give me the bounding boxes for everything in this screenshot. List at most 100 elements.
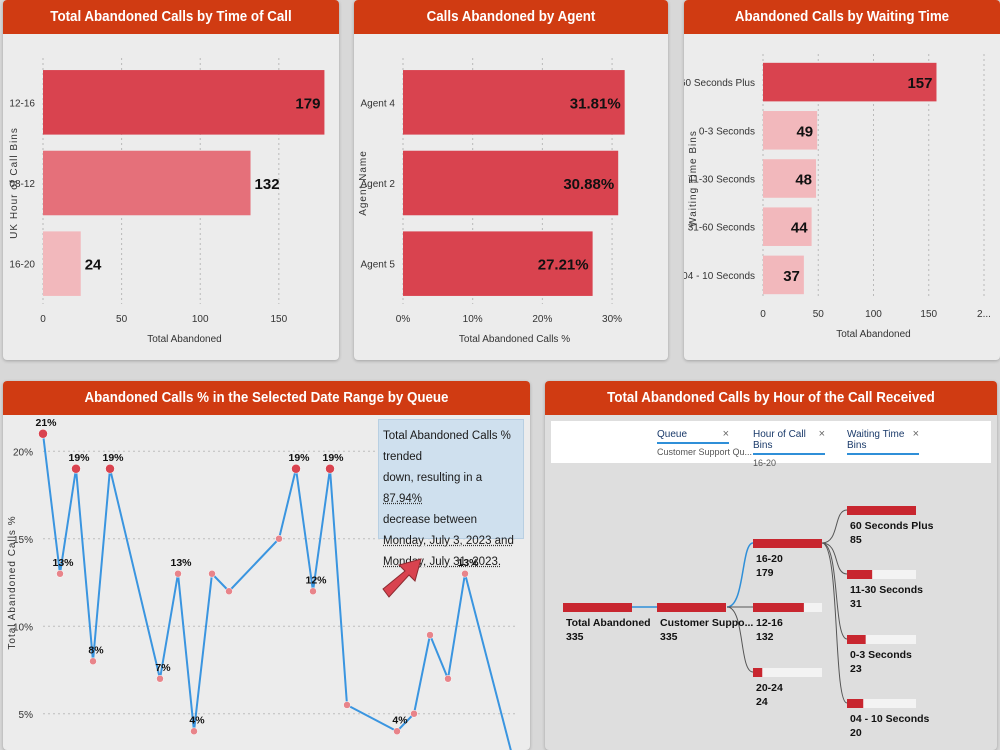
y-tick-label: 15% (13, 535, 33, 546)
chart-by-agent: 0% 10% 20% 30% Agent 4 31.81% Agent 2 30.88% Age… (358, 58, 625, 345)
data-point (225, 587, 233, 595)
data-point (71, 464, 81, 474)
bar (763, 207, 812, 246)
node-value: 179 (756, 567, 774, 579)
data-point (410, 710, 418, 718)
data-point (105, 464, 115, 474)
category-label: 12-16 (9, 98, 35, 109)
filter-value: 16-20 (753, 458, 777, 468)
node-value: 31 (850, 598, 862, 610)
data-point (393, 727, 401, 735)
x-tick-label: 0 (760, 309, 766, 320)
filter-waiting[interactable]: Waiting Time Bins × (847, 428, 919, 458)
category-label: 31-60 Seconds (688, 223, 755, 234)
filter-queue[interactable]: Queue × Customer Support Qu... (657, 428, 753, 457)
decomposition-tree: Total Abandoned 335 Customer Suppo... 335 16… (563, 506, 934, 739)
panel-title: Total Abandoned Calls by Time of Call (50, 9, 292, 25)
bar (763, 159, 817, 198)
data-label: 37 (783, 268, 800, 285)
panel-decomposition: Total Abandoned Calls by Hour of the Cal… (545, 381, 997, 750)
tree-link (821, 542, 848, 575)
filter-label: Hour of Call Bins (753, 429, 806, 451)
data-label: 4% (392, 714, 408, 726)
data-label: 13% (52, 557, 74, 569)
node-bar (563, 603, 632, 612)
data-label: 7% (155, 662, 171, 674)
node-label: 60 Seconds Plus (850, 520, 934, 532)
data-point (174, 570, 182, 578)
panel-title: Calls Abandoned by Agent (426, 9, 596, 25)
data-label: 19% (102, 452, 124, 464)
node-label: 04 - 10 Seconds (850, 713, 930, 725)
data-point (426, 631, 434, 639)
bar (403, 231, 593, 296)
close-icon[interactable]: × (722, 428, 729, 440)
category-label: 08-12 (9, 179, 35, 190)
filter-value: Customer Support Qu... (657, 447, 753, 457)
close-icon[interactable]: × (818, 428, 825, 440)
x-tick-label: 150 (270, 314, 287, 325)
data-label: 19% (288, 452, 310, 464)
node-bar (847, 506, 916, 515)
category-label: 16-20 (9, 260, 35, 271)
x-axis-title: Total Abandoned (836, 329, 911, 340)
node-bar-track (847, 570, 916, 579)
data-label: 31.81% (570, 95, 621, 112)
narrative-percent: 87.94% (383, 493, 423, 505)
node-value: 335 (566, 631, 584, 643)
filter-label: Queue (657, 429, 688, 440)
y-tick-label: 20% (13, 447, 33, 458)
panel-title: Total Abandoned Calls by Hour of the Cal… (607, 390, 935, 406)
panel-title: Abandoned Calls % in the Selected Date R… (84, 390, 449, 406)
node-bar (847, 699, 864, 708)
node-value: 23 (850, 663, 862, 675)
chart-time-of-call: 0 50 100 150 12-16 179 08-12 132 16-20 24 Total Ab… (9, 58, 325, 345)
panel-waiting-time: Abandoned Calls by Waiting Time 0 50 100 15… (684, 0, 1000, 360)
data-point (291, 464, 301, 474)
node-label: Customer Suppo... (660, 617, 753, 629)
node-bar (753, 603, 804, 612)
filter-hour[interactable]: Hour of Call Bins × 16-20 (753, 428, 825, 468)
data-point (325, 464, 335, 474)
chart-queue-trend: 5% 10% 15% 20% Total Abandoned Calls % 21% 13%… (7, 417, 526, 750)
node-value: 20 (850, 727, 862, 739)
bar (403, 70, 625, 135)
narrative-line2: down, resulting in a (383, 472, 483, 484)
bar (43, 150, 251, 216)
data-label: 27.21% (538, 257, 589, 274)
node-bar-track (847, 699, 916, 708)
data-point (343, 701, 351, 709)
data-label: 30.88% (563, 176, 614, 193)
close-icon[interactable]: × (912, 428, 919, 440)
bar (763, 255, 804, 295)
x-tick-label: 30% (602, 314, 622, 325)
panel-queue-trend: Abandoned Calls % in the Selected Date R… (3, 381, 530, 750)
tree-link (821, 509, 848, 544)
category-label: 60 Seconds Plus (684, 78, 755, 89)
data-point (444, 675, 452, 683)
y-tick-label: 5% (19, 710, 34, 721)
data-point (190, 727, 198, 735)
y-axis-title: Waiting Time Bins (688, 130, 699, 227)
bar (43, 231, 81, 296)
x-tick-label: 50 (116, 314, 128, 325)
x-tick-label: 150 (920, 309, 937, 320)
data-point (275, 535, 283, 543)
data-label: 13% (457, 557, 479, 569)
node-value: 24 (756, 696, 768, 708)
node-label: 16-20 (756, 553, 783, 565)
smart-narrative: Total Abandoned Calls % trended down, re… (378, 419, 524, 568)
category-label: Agent 4 (361, 98, 396, 109)
node-value: 335 (660, 631, 678, 643)
data-label: 19% (68, 452, 90, 464)
data-point (461, 570, 469, 578)
node-bar (657, 603, 726, 612)
data-label: 48 (795, 172, 812, 189)
filter-label: Waiting Time Bins (847, 429, 905, 451)
data-label: 12% (305, 574, 327, 586)
node-label: 20-24 (756, 682, 783, 694)
node-value: 132 (756, 631, 774, 643)
bar (403, 150, 619, 216)
x-tick-label: 100 (865, 309, 882, 320)
bar (763, 111, 818, 150)
